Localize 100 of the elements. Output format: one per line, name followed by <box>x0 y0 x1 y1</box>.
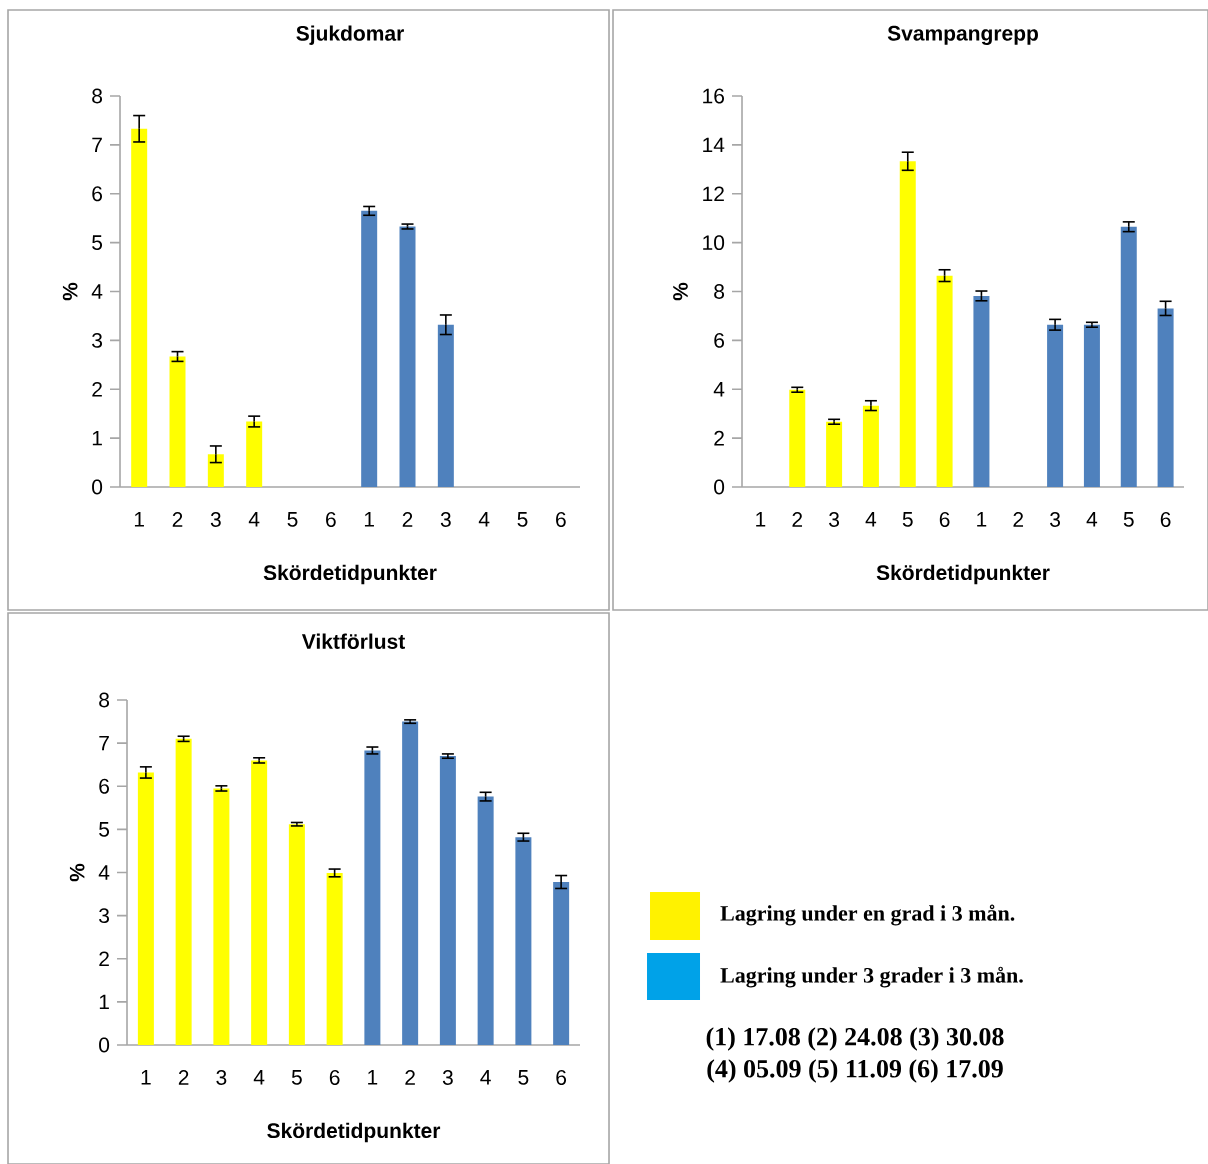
y-axis-title: % <box>62 282 78 301</box>
bar <box>1157 308 1174 488</box>
y-tick-label: 2 <box>92 381 102 397</box>
y-tick-label: 4 <box>91 284 103 299</box>
x-tick-label: 4 <box>248 512 260 527</box>
y-tick-label: 8 <box>714 284 725 299</box>
x-tick-label: 2 <box>405 1070 415 1085</box>
x-tick-label: 3 <box>829 512 840 527</box>
x-tick-label: 6 <box>556 1070 567 1085</box>
bar <box>862 405 879 488</box>
y-tick-label: 1 <box>92 430 102 446</box>
x-tick-label: 4 <box>478 512 490 527</box>
bar <box>553 882 570 1046</box>
x-tick-label: 2 <box>792 512 803 527</box>
x-tick-label: 5 <box>902 512 913 527</box>
bar <box>213 788 230 1046</box>
y-tick-label: 3 <box>99 908 110 924</box>
x-tick-label: 1 <box>364 512 374 527</box>
y-tick-label: 12 <box>703 186 724 202</box>
x-tick-label: 6 <box>326 512 336 527</box>
y-tick-label: 2 <box>714 430 724 446</box>
bar <box>439 756 456 1046</box>
bar <box>477 796 494 1046</box>
x-tick-label: 5 <box>517 512 528 527</box>
x-tick-label: 2 <box>172 512 183 527</box>
y-tick-label: 2 <box>99 951 109 967</box>
bar <box>361 210 378 488</box>
x-tick-label: 3 <box>216 1070 227 1085</box>
x-tick-label: 4 <box>253 1070 265 1085</box>
bar <box>169 356 186 488</box>
x-axis-title: Skördetidpunkter <box>876 564 1050 585</box>
chart-title: Viktförlust <box>301 633 405 649</box>
y-tick-label: 4 <box>713 382 725 397</box>
bar <box>826 421 843 488</box>
bar <box>251 760 268 1046</box>
bar <box>288 824 305 1046</box>
chart-title: Sjukdomar <box>296 25 404 45</box>
bar <box>1047 324 1064 488</box>
y-tick-label: 8 <box>99 692 110 708</box>
bar <box>207 454 224 488</box>
text: Lagring under 3 grader i 3 mån. <box>720 966 1023 988</box>
x-tick-label: 4 <box>1086 512 1098 527</box>
x-tick-label: 2 <box>178 1070 189 1085</box>
y-tick-label: 0 <box>92 479 103 495</box>
y-axis-title: % <box>69 863 85 882</box>
y-tick-label: 1 <box>99 994 109 1010</box>
x-tick-label: 3 <box>440 512 451 527</box>
y-tick-label: 7 <box>92 137 102 153</box>
bar <box>899 161 916 488</box>
x-tick-label: 3 <box>210 512 221 527</box>
bar <box>131 128 148 488</box>
x-tick-label: 5 <box>518 1070 529 1085</box>
x-tick-label: 1 <box>977 512 987 527</box>
y-tick-label: 3 <box>92 332 103 348</box>
chart-title: Svampangrepp <box>887 25 1038 45</box>
x-axis-title: Skördetidpunkter <box>263 564 437 585</box>
bar <box>246 421 263 488</box>
x-tick-label: 1 <box>368 1070 378 1085</box>
x-tick-label: 4 <box>480 1070 491 1085</box>
y-tick-label: 16 <box>703 88 725 104</box>
x-tick-label: 5 <box>287 512 298 527</box>
bar <box>175 738 192 1046</box>
x-tick-label: 1 <box>756 512 766 527</box>
bar <box>1083 324 1100 488</box>
bar <box>973 295 990 488</box>
y-tick-label: 6 <box>714 332 725 348</box>
x-tick-label: 6 <box>556 512 566 527</box>
y-tick-label: 7 <box>99 735 109 751</box>
y-axis-title: % <box>673 282 688 301</box>
bar <box>789 389 806 488</box>
bar <box>936 275 953 488</box>
bar <box>437 324 454 488</box>
y-tick-label: 10 <box>703 235 725 251</box>
y-tick-label: 6 <box>99 778 110 794</box>
bar <box>399 226 416 488</box>
y-tick-label: 4 <box>98 865 110 880</box>
y-tick-label: 0 <box>99 1037 110 1053</box>
text: (4) 05.09 (5) 11.09 (6) 17.09 <box>707 1059 1003 1083</box>
x-tick-label: 4 <box>865 512 877 527</box>
bar <box>326 872 343 1046</box>
text: (1) 17.08 (2) 24.08 (3) 30.08 <box>706 1027 1004 1051</box>
bar <box>515 837 532 1046</box>
x-tick-label: 2 <box>402 512 413 527</box>
x-tick-label: 6 <box>939 512 950 527</box>
x-tick-label: 6 <box>329 1070 340 1085</box>
bar <box>1120 226 1137 488</box>
bar <box>402 721 419 1046</box>
x-axis-title: Skördetidpunkter <box>267 1122 441 1143</box>
x-tick-label: 5 <box>291 1070 302 1085</box>
x-tick-label: 1 <box>134 512 144 527</box>
y-tick-label: 6 <box>92 186 103 202</box>
text: Lagring under en grad i 3 mån. <box>720 904 1015 926</box>
x-tick-label: 3 <box>442 1070 453 1085</box>
bar <box>364 750 381 1046</box>
y-tick-label: 0 <box>714 479 725 495</box>
x-tick-label: 5 <box>1123 512 1134 527</box>
x-tick-label: 6 <box>1160 512 1171 527</box>
x-tick-label: 1 <box>141 1070 151 1085</box>
y-tick-label: 5 <box>99 822 110 837</box>
x-tick-label: 3 <box>1050 512 1061 527</box>
